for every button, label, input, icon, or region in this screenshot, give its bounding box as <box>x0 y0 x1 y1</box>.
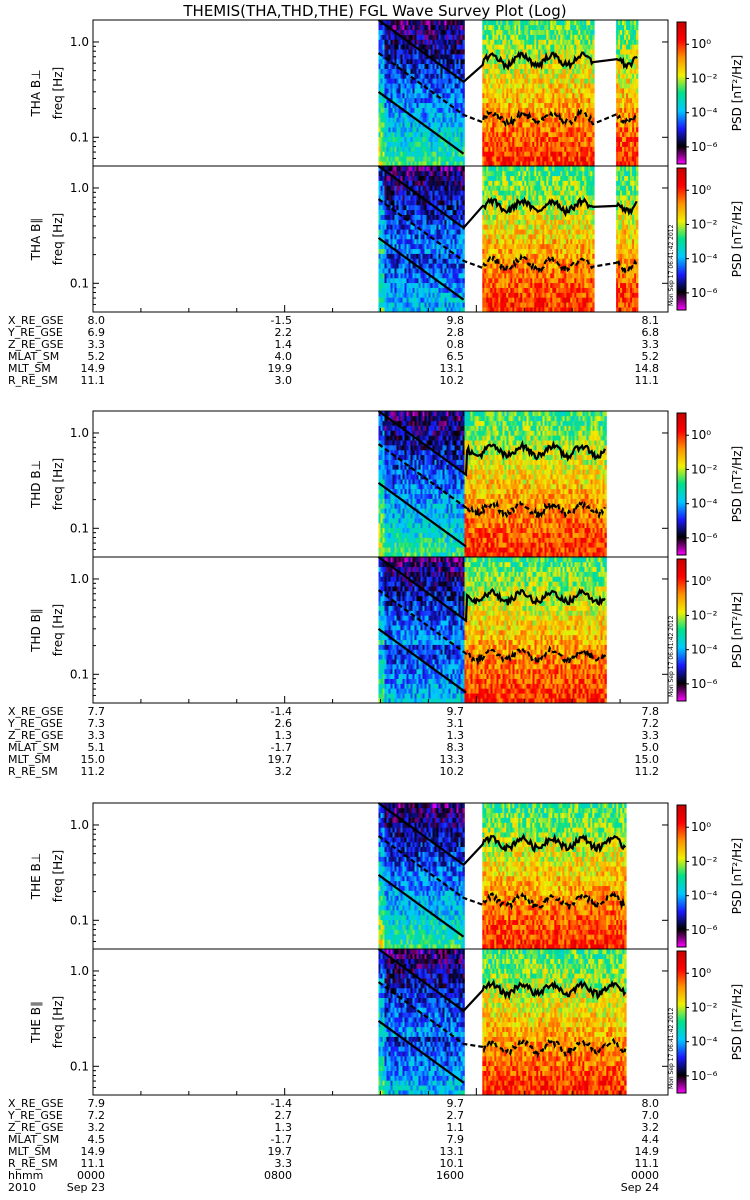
y-tick-label: 1.0 <box>70 964 89 978</box>
y-tick-label: 0.1 <box>70 276 89 290</box>
spectrogram-panel-tha-b⊥: 1.0 0.1 THA B⊥ freq [Hz] 10⁰ 10⁻² 10⁻⁴ 10⁻⁶ PSD … <box>29 20 744 166</box>
spectrogram-data-interval <box>482 20 594 166</box>
colorbar-label: PSD [nT²/Hz] <box>730 838 744 914</box>
colorbar-tick-label: 10⁻² <box>691 854 718 868</box>
colorbar-label: PSD [nT²/Hz] <box>730 984 744 1060</box>
y-tick-label: 0.1 <box>70 1059 89 1073</box>
panel-label: THD B⊥ <box>29 460 43 509</box>
figure-title: THEMIS(THA,THD,THE) FGL Wave Survey Plot… <box>182 2 566 20</box>
colorbar-tick-label: 10⁻⁶ <box>691 531 718 545</box>
y-tick-label: 1.0 <box>70 426 89 440</box>
colorbar-tick-label: 10⁻² <box>691 1000 718 1014</box>
spectrogram-data-interval <box>379 411 607 557</box>
ephemeris-value: 3.2 <box>275 765 293 778</box>
y-tick-label: 0.1 <box>70 521 89 535</box>
y-tick-label: 0.1 <box>70 130 89 144</box>
colorbar <box>677 168 686 310</box>
colorbar-tick-label: 10⁻² <box>691 462 718 476</box>
colorbar-tick-label: 10⁻² <box>691 71 718 85</box>
ephemeris-value: 11.2 <box>81 765 106 778</box>
colorbar <box>677 413 686 555</box>
colorbar-tick-label: 10⁻² <box>691 217 718 231</box>
panel-label: THE B⊥ <box>29 853 43 900</box>
colorbar-tick-label: 10⁻⁴ <box>691 643 718 657</box>
colorbar-tick-label: 10⁻⁶ <box>691 677 718 691</box>
spectrogram-panel-the-b∥: 1.0 0.1 THE B∥ freq [Hz] 10⁰ 10⁻² 10⁻⁴ 10⁻⁶ PSD … <box>29 949 744 1095</box>
footer-row-name: 2010 <box>8 1181 36 1194</box>
panel-label: THD B∥ <box>29 608 43 653</box>
y-axis-label: freq [Hz] <box>51 458 65 510</box>
colorbar <box>677 805 686 947</box>
spectrogram-panel-the-b⊥: 1.0 0.1 THE B⊥ freq [Hz] 10⁰ 10⁻² 10⁻⁴ 10⁻⁶ PSD … <box>29 803 744 949</box>
spectrogram-data-interval <box>482 166 594 312</box>
ephemeris-value: 10.2 <box>440 765 465 778</box>
y-axis-label: freq [Hz] <box>51 996 65 1048</box>
spectrogram-panel-thd-b⊥: 1.0 0.1 THD B⊥ freq [Hz] 10⁰ 10⁻² 10⁻⁴ 10⁻⁶ PSD … <box>29 411 744 557</box>
colorbar-tick-label: 10⁻⁶ <box>691 923 718 937</box>
spectrogram-data-interval <box>379 557 607 703</box>
colorbar-tick-label: 10⁰ <box>691 820 711 834</box>
colorbar-tick-label: 10⁻⁶ <box>691 286 718 300</box>
y-tick-label: 0.1 <box>70 913 89 927</box>
spectrogram-panel-tha-b∥: 1.0 0.1 THA B∥ freq [Hz] 10⁰ 10⁻² 10⁻⁴ 10⁻⁶ PSD … <box>29 166 744 312</box>
panel-label: THE B∥ <box>29 1001 43 1044</box>
colorbar <box>677 22 686 164</box>
ephemeris-value: 3.0 <box>275 374 293 387</box>
colorbar-tick-label: 10⁰ <box>691 183 711 197</box>
colorbar-label: PSD [nT²/Hz] <box>730 592 744 668</box>
colorbar-tick-label: 10⁰ <box>691 37 711 51</box>
spectrogram-data-interval <box>482 803 626 949</box>
y-tick-label: 0.1 <box>70 667 89 681</box>
spectrogram-data-interval <box>482 949 626 1095</box>
colorbar-tick-label: 10⁻⁴ <box>691 497 718 511</box>
ephemeris-value: 11.1 <box>81 374 106 387</box>
y-tick-label: 1.0 <box>70 818 89 832</box>
colorbar <box>677 559 686 701</box>
timestamp-stamp: Mon Sep 17 06:41:42 2012 <box>668 224 675 306</box>
timestamp-stamp: Mon Sep 17 06:41:42 2012 <box>668 615 675 697</box>
footer-row-value: Sep 23 <box>67 1181 105 1194</box>
colorbar-tick-label: 10⁻⁶ <box>691 140 718 154</box>
colorbar-tick-label: 10⁻⁴ <box>691 889 718 903</box>
colorbar-label: PSD [nT²/Hz] <box>730 446 744 522</box>
y-axis-label: freq [Hz] <box>51 213 65 265</box>
colorbar-tick-label: 10⁰ <box>691 966 711 980</box>
colorbar-tick-label: 10⁻² <box>691 608 718 622</box>
y-tick-label: 1.0 <box>70 572 89 586</box>
y-tick-label: 1.0 <box>70 35 89 49</box>
y-axis-label: freq [Hz] <box>51 67 65 119</box>
panel-label: THA B∥ <box>29 218 43 262</box>
y-axis-label: freq [Hz] <box>51 850 65 902</box>
spectrogram-data-interval <box>616 20 638 166</box>
colorbar-tick-label: 10⁻⁴ <box>691 106 718 120</box>
timestamp-stamp: Mon Sep 17 06:41:42 2012 <box>668 1007 675 1089</box>
ephemeris-name-r_re_sm: R_RE_SM <box>8 765 58 778</box>
wave-survey-figure: THEMIS(THA,THD,THE) FGL Wave Survey Plot… <box>0 0 750 1200</box>
colorbar-tick-label: 10⁰ <box>691 428 711 442</box>
spectrogram-panel-thd-b∥: 1.0 0.1 THD B∥ freq [Hz] 10⁰ 10⁻² 10⁻⁴ 10⁻⁶ PSD … <box>29 557 744 703</box>
ephemeris-value: 11.1 <box>635 374 660 387</box>
colorbar <box>677 951 686 1093</box>
spectrogram-data-interval <box>616 166 638 312</box>
colorbar-tick-label: 10⁻⁴ <box>691 1035 718 1049</box>
y-tick-label: 1.0 <box>70 181 89 195</box>
ephemeris-name-r_re_sm: R_RE_SM <box>8 374 58 387</box>
ephemeris-value: 10.2 <box>440 374 465 387</box>
colorbar-tick-label: 10⁻⁴ <box>691 252 718 266</box>
y-axis-label: freq [Hz] <box>51 604 65 656</box>
colorbar-tick-label: 10⁻⁶ <box>691 1069 718 1083</box>
ephemeris-value: 11.2 <box>635 765 660 778</box>
footer-row-value: 1600 <box>436 1169 464 1182</box>
colorbar-label: PSD [nT²/Hz] <box>730 55 744 131</box>
colorbar-label: PSD [nT²/Hz] <box>730 201 744 277</box>
panel-label: THA B⊥ <box>29 69 43 117</box>
colorbar-tick-label: 10⁰ <box>691 574 711 588</box>
footer-row-value: 0800 <box>264 1169 292 1182</box>
footer-row-value: Sep 24 <box>621 1181 659 1194</box>
